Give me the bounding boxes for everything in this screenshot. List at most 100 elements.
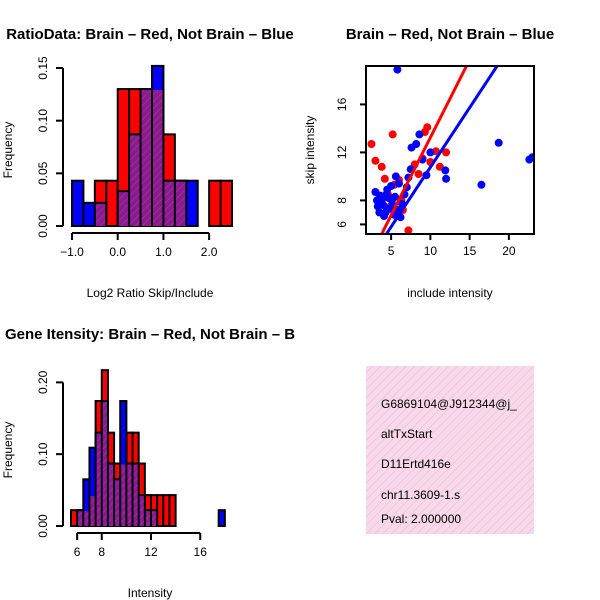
intensity-hist-overlap-bar (121, 464, 126, 526)
intensity-hist-brain-bar (168, 494, 177, 528)
scatter-notbrain-point (442, 174, 451, 183)
scatter-y-tick-label: 6 (335, 221, 349, 228)
info-line-cluster-id: chr11.3609-1.s (381, 488, 460, 502)
scatter-notbrain-point (415, 130, 424, 139)
scatter-brain-point (414, 170, 423, 178)
intensity-histogram-axes: 6 8 12 16 0.00 0.10 0.20 (36, 370, 207, 559)
scatter-brain-point (423, 123, 432, 132)
ratio-hist-y-tick-label: 0.05 (36, 161, 50, 185)
ratio-hist-overlap-bar (95, 203, 106, 226)
intensity-hist-overlap-bar (152, 511, 157, 526)
ratio-hist-y-tick-label: 0.00 (36, 214, 50, 238)
scatter-xlabel: include intensity (407, 286, 492, 300)
scatter-x-tick-label: 15 (463, 244, 477, 258)
scatter-notbrain-point (477, 180, 486, 189)
intensity-histogram-bars (70, 369, 226, 528)
ratio-hist-notbrain-bar (185, 179, 199, 227)
scatter-ylabel: skip intensity (303, 116, 317, 185)
intensity-hist-overlap-bar (133, 464, 138, 526)
intensity-hist-overlap-bar (90, 496, 95, 526)
scatter-notbrain-point (387, 182, 396, 190)
ratio-hist-overlap-bar (130, 135, 140, 226)
ratio-hist-brain-bar (219, 179, 233, 227)
intensity-histogram-ylabel: Frequency (1, 422, 15, 479)
ratio-hist-notbrain-bar (82, 201, 96, 227)
ratio-hist-notbrain-bar (71, 179, 85, 227)
intensity-hist-x-tick-label: 6 (74, 545, 81, 559)
scatter-x-tick-label: 5 (388, 244, 395, 258)
info-line-event-type: altTxStart (381, 427, 433, 441)
ratio-hist-overlap-bar (164, 181, 174, 226)
scatter-notbrain-point (426, 148, 435, 157)
ratio-hist-overlap-bar (153, 90, 163, 226)
intensity-hist-overlap-bar (145, 511, 150, 526)
intensity-hist-overlap-bar (96, 433, 101, 526)
info-line-gene-name: D11Ertd416e (381, 457, 451, 471)
scatter-notbrain-point (528, 153, 534, 162)
intensity-hist-overlap-bar (102, 402, 107, 526)
intensity-hist-overlap-bar (108, 464, 114, 526)
scatter-brain-point (367, 140, 376, 148)
scatter-notbrain-point (441, 166, 450, 175)
ratio-hist-y-tick-label: 0.10 (36, 109, 50, 133)
intensity-hist-y-tick-label: 0.20 (36, 370, 50, 394)
scatter-x-tick-label: 10 (424, 244, 438, 258)
ratio-hist-brain-bar (105, 179, 119, 227)
scatter-brain-point (404, 226, 413, 234)
scatter-x-tick-label: 20 (502, 244, 516, 258)
intensity-histogram-panel: Gene Itensity: Brain – Red, Not Brain – … (1, 326, 295, 600)
intensity-hist-overlap-bar (78, 511, 83, 526)
intensity-hist-overlap-bar (84, 511, 89, 526)
intensity-hist-overlap-bar (127, 464, 132, 526)
info-box-panel: G6869104@J912344@j_ altTxStart D11Ertd41… (366, 366, 534, 534)
scatter-notbrain-point (379, 201, 388, 210)
intensity-hist-x-tick-label: 8 (98, 545, 105, 559)
intensity-hist-y-tick-label: 0.10 (36, 442, 50, 466)
scatter-y-tick-label: 8 (335, 197, 349, 204)
intensity-histogram-title: Gene Itensity: Brain – Red, Not Brain – … (5, 326, 295, 343)
ratio-hist-overlap-bar (175, 181, 186, 226)
scatter-notbrain-point (391, 192, 400, 201)
scatter-notbrain-point (394, 179, 403, 188)
intensity-hist-overlap-bar (139, 496, 144, 526)
ratio-hist-x-tick-label: 1.0 (155, 245, 172, 259)
scatter-marks (367, 66, 534, 234)
scatter-plot-area: 5 10 15 20 6 8 12 16 (335, 65, 535, 258)
ratio-hist-overlap-bar (141, 90, 151, 226)
scatter-brain-point (442, 148, 451, 157)
scatter-notbrain-point (412, 140, 421, 148)
intensity-hist-notbrain-bar (217, 509, 226, 528)
scatter-brain-point (380, 174, 389, 183)
intensity-hist-x-tick-label: 12 (144, 545, 158, 559)
ratio-hist-x-tick-label: 0.0 (109, 245, 126, 259)
intensity-hist-overlap-bar (115, 480, 120, 526)
scatter-y-tick-label: 12 (335, 145, 349, 159)
intensity-hist-y-tick-label: 0.00 (36, 514, 50, 538)
info-line-pval: Pval: 2.000000 (381, 512, 461, 526)
scatter-notbrain-point (391, 172, 400, 181)
scatter-panel: Brain – Red, Not Brain – Blue 5 10 15 20 6 8 1… (303, 26, 554, 300)
ratio-hist-brain-bar (208, 179, 222, 227)
info-line-probe-id: G6869104@J912344@j_ (381, 397, 517, 411)
scatter-brain-point (371, 156, 380, 165)
scatter-notbrain-fit-line (385, 66, 499, 234)
scatter-frame (365, 65, 535, 235)
intensity-hist-x-tick-label: 16 (194, 545, 208, 559)
ratio-histogram-bars (71, 64, 233, 228)
ratio-hist-x-tick-label: 2.0 (201, 245, 218, 259)
intensity-histogram-xlabel: Intensity (128, 586, 173, 600)
ratio-histogram-axes: −1.0 0.0 1.0 2.0 0.00 0.05 0.10 0.15 (36, 56, 218, 259)
scatter-brain-point (377, 162, 386, 171)
ratio-hist-x-tick-label: −1.0 (60, 245, 84, 259)
scatter-y-tick-label: 16 (335, 97, 349, 111)
ratio-histogram-ylabel: Frequency (1, 122, 15, 179)
ratio-histogram-panel: RatioData: Brain – Red, Not Brain – Blue… (1, 26, 294, 300)
ratio-histogram-xlabel: Log2 Ratio Skip/Include (87, 286, 214, 300)
scatter-brain-point (388, 130, 397, 139)
scatter-brain-fit-line (380, 66, 468, 234)
ratio-hist-overlap-bar (118, 192, 129, 226)
scatter-notbrain-point (494, 138, 503, 147)
scatter-notbrain-point (393, 66, 402, 74)
info-box-background (366, 366, 534, 534)
